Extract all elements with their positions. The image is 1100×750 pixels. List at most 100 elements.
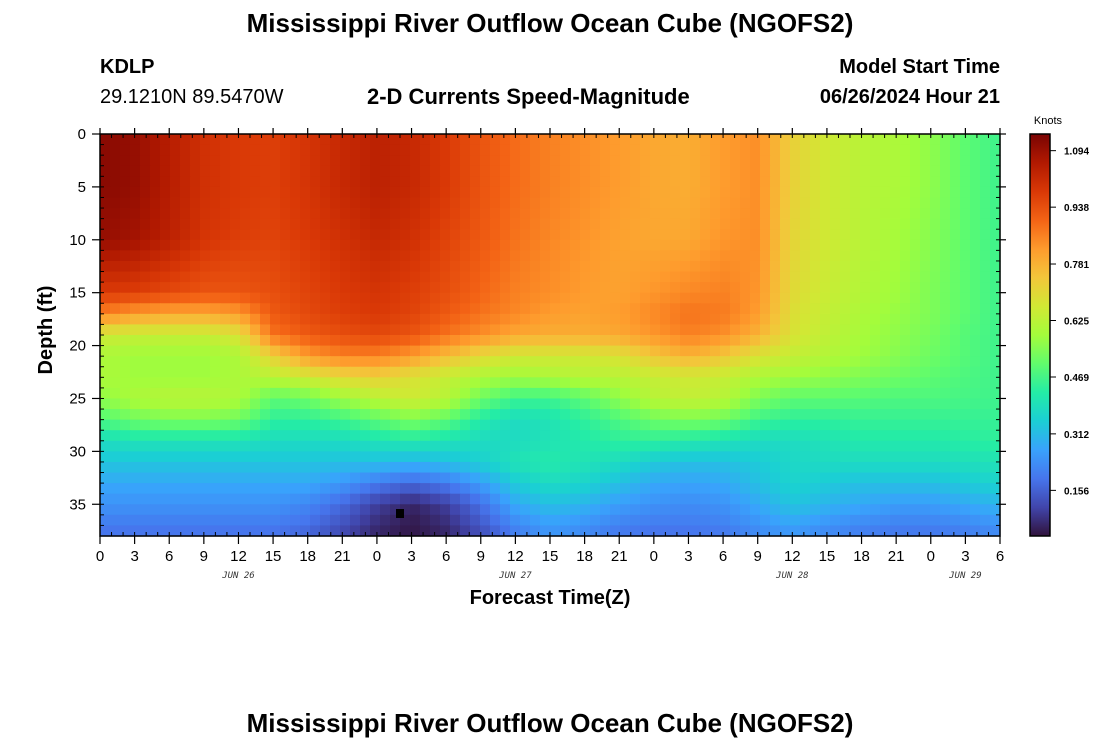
heatmap-cell bbox=[490, 409, 501, 421]
heatmap-cell bbox=[440, 144, 451, 156]
heatmap-cell bbox=[950, 165, 961, 177]
heatmap-cell bbox=[940, 239, 951, 251]
heatmap-cell bbox=[240, 176, 251, 188]
heatmap-cell bbox=[350, 377, 361, 389]
heatmap-cell bbox=[940, 229, 951, 241]
heatmap-cell bbox=[760, 525, 771, 537]
heatmap-cell bbox=[210, 451, 221, 463]
heatmap-cell bbox=[170, 313, 181, 326]
heatmap-cell bbox=[290, 176, 301, 188]
heatmap-cell bbox=[590, 472, 601, 484]
heatmap-cell bbox=[720, 525, 731, 537]
heatmap-cell bbox=[920, 366, 931, 378]
heatmap-cell bbox=[230, 356, 241, 368]
heatmap-cell bbox=[350, 144, 361, 156]
heatmap-cell bbox=[950, 282, 961, 294]
heatmap-cell bbox=[540, 282, 551, 294]
heatmap-cell bbox=[940, 504, 951, 516]
heatmap-cell bbox=[610, 356, 621, 368]
heatmap-cell bbox=[250, 483, 261, 495]
heatmap-cell bbox=[200, 271, 211, 283]
heatmap-cell bbox=[700, 250, 711, 262]
heatmap-cell bbox=[860, 197, 871, 209]
heatmap-cell bbox=[530, 483, 541, 495]
heatmap-cell bbox=[630, 366, 641, 378]
heatmap-cell bbox=[490, 451, 501, 463]
heatmap-cell bbox=[160, 197, 171, 209]
heatmap-cell bbox=[710, 176, 721, 188]
heatmap-cell bbox=[340, 472, 351, 484]
heatmap-cell bbox=[320, 398, 331, 410]
heatmap-cell bbox=[470, 144, 481, 156]
heatmap-cell bbox=[490, 514, 501, 527]
heatmap-cell bbox=[230, 345, 241, 357]
heatmap-cell bbox=[670, 419, 681, 431]
heatmap-cell bbox=[420, 208, 431, 220]
heatmap-cell bbox=[710, 493, 721, 505]
heatmap-cell bbox=[650, 387, 661, 400]
heatmap-cell bbox=[310, 176, 321, 188]
heatmap-cell bbox=[640, 197, 651, 209]
y-tick-label: 5 bbox=[78, 179, 86, 196]
heatmap-cell bbox=[320, 271, 331, 283]
heatmap-cell bbox=[380, 461, 391, 474]
heatmap-cell bbox=[610, 134, 621, 146]
heatmap-cell bbox=[260, 514, 271, 527]
heatmap-cell bbox=[960, 483, 971, 495]
heatmap-cell bbox=[170, 176, 181, 188]
heatmap-cell bbox=[200, 208, 211, 220]
heatmap-cell bbox=[370, 239, 381, 251]
heatmap-cell bbox=[630, 144, 641, 156]
heatmap-cell bbox=[160, 229, 171, 241]
heatmap-cell bbox=[100, 356, 111, 368]
heatmap-cell bbox=[210, 134, 221, 146]
heatmap-cell bbox=[880, 303, 891, 315]
heatmap-cell bbox=[930, 218, 941, 230]
heatmap-cell bbox=[450, 430, 461, 442]
heatmap-cell bbox=[580, 493, 591, 505]
heatmap-cell bbox=[450, 197, 461, 209]
heatmap-cell bbox=[920, 514, 931, 527]
heatmap-cell bbox=[710, 282, 721, 294]
heatmap-cell bbox=[340, 176, 351, 188]
heatmap-cell bbox=[730, 292, 741, 304]
heatmap-cell bbox=[330, 461, 341, 474]
heatmap-cell bbox=[440, 430, 451, 442]
heatmap-cell bbox=[950, 366, 961, 378]
heatmap-cell bbox=[790, 440, 801, 452]
heatmap-cell bbox=[780, 493, 791, 505]
heatmap-cell bbox=[700, 514, 711, 527]
heatmap-cell bbox=[870, 387, 881, 400]
heatmap-cell bbox=[270, 472, 281, 484]
x-tick-label: 3 bbox=[130, 548, 138, 565]
heatmap-cell bbox=[280, 440, 291, 452]
heatmap-cell bbox=[680, 250, 691, 262]
heatmap-cell bbox=[550, 440, 561, 452]
heatmap-cell bbox=[850, 461, 861, 474]
heatmap-cell bbox=[110, 514, 121, 527]
heatmap-cell bbox=[490, 282, 501, 294]
heatmap-cell bbox=[180, 282, 191, 294]
heatmap-cell bbox=[200, 144, 211, 156]
heatmap-cell bbox=[330, 208, 341, 220]
heatmap-cell bbox=[110, 387, 121, 400]
heatmap-cell bbox=[540, 398, 551, 410]
heatmap-cell bbox=[770, 165, 781, 177]
heatmap-cell bbox=[920, 144, 931, 156]
heatmap-cell bbox=[300, 419, 311, 431]
heatmap-cell bbox=[420, 409, 431, 421]
heatmap-cell bbox=[950, 271, 961, 283]
heatmap-cell bbox=[330, 387, 341, 400]
heatmap-cell bbox=[750, 483, 761, 495]
heatmap-cell bbox=[550, 208, 561, 220]
heatmap-cell bbox=[410, 250, 421, 262]
heatmap-cell bbox=[830, 398, 841, 410]
heatmap-cell bbox=[370, 335, 381, 347]
heatmap-cell bbox=[160, 218, 171, 230]
heatmap-cell bbox=[690, 208, 701, 220]
heatmap-cell bbox=[220, 387, 231, 400]
heatmap-cell bbox=[630, 186, 641, 199]
heatmap-cell bbox=[530, 218, 541, 230]
heatmap-cell bbox=[820, 292, 831, 304]
heatmap-cell bbox=[720, 292, 731, 304]
